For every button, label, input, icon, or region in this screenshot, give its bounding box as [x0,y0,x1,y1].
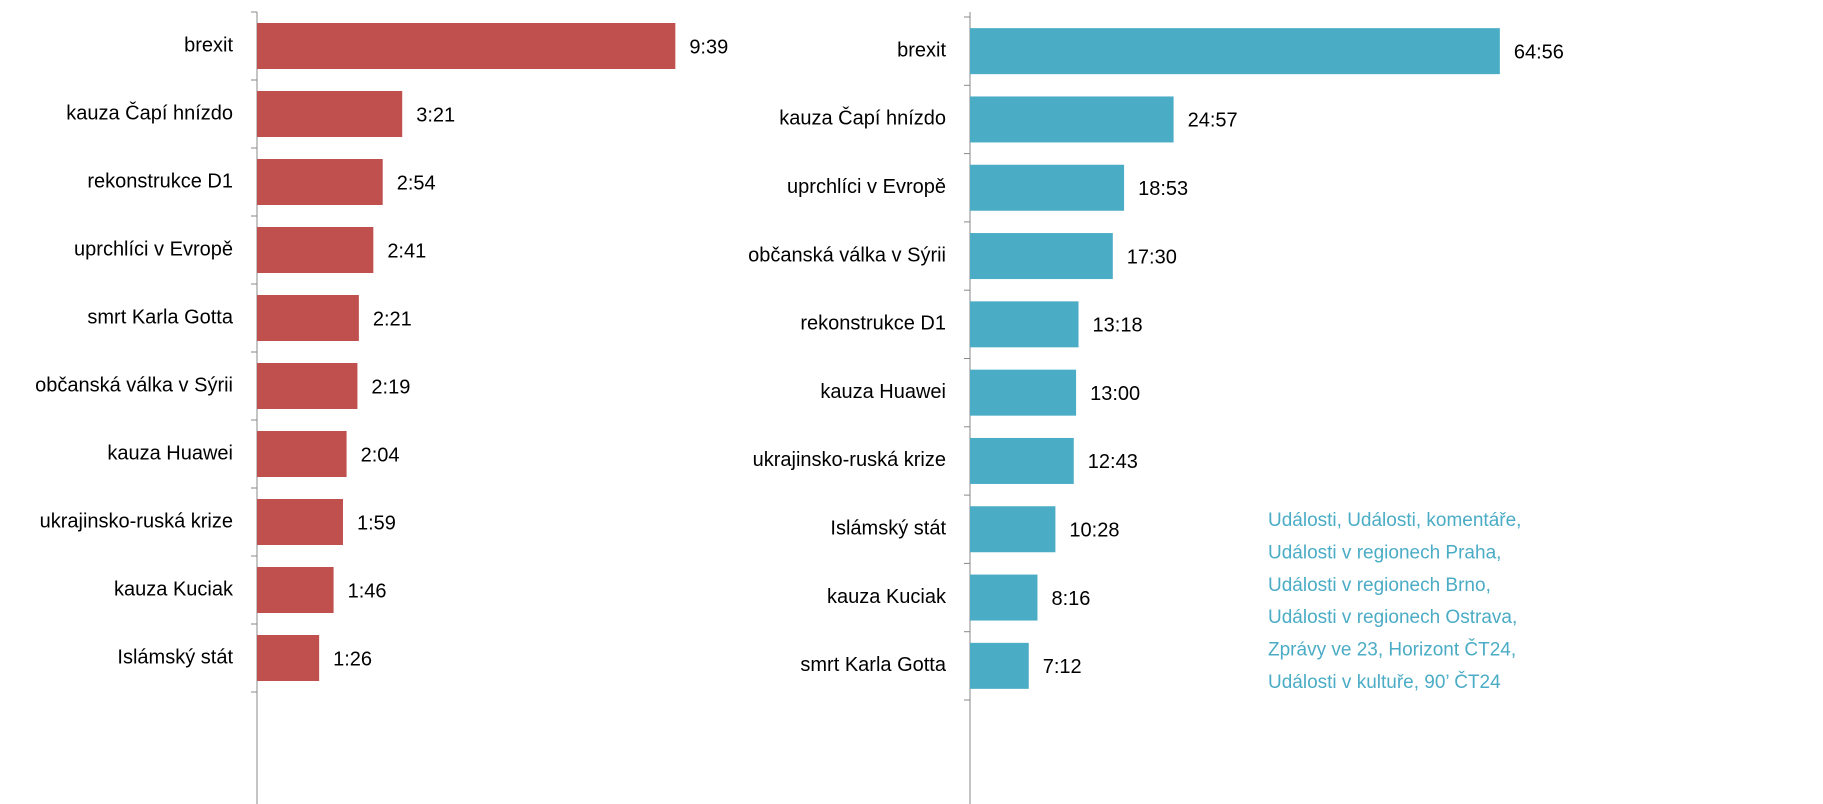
value-label: 17:30 [1127,246,1177,268]
category-label: kauza Čapí hnízdo [779,107,946,130]
value-label: 13:00 [1090,383,1140,405]
category-label: uprchlíci v Evropě [74,238,233,260]
value-label: 2:19 [371,376,410,398]
bar [257,431,347,477]
value-label: 3:21 [416,104,455,126]
category-label: kauza Huawei [820,381,946,403]
bar [970,437,1074,484]
bar [257,159,383,205]
bar [257,295,359,341]
bar [970,574,1038,621]
note-line: Zprávy ve 23, Horizont ČT24, [1268,639,1516,661]
bar [257,635,320,681]
value-label: 7:12 [1043,656,1082,678]
bar [970,96,1174,143]
category-label: rekonstrukce D1 [800,313,946,335]
note-line: Události v regionech Ostrava, [1268,607,1517,628]
bar [970,233,1113,280]
category-label: kauza Kuciak [827,586,947,608]
category-label: rekonstrukce D1 [87,170,233,192]
note-line: Události v kultuře, 90’ ČT24 [1268,671,1501,693]
value-label: 12:43 [1088,451,1138,473]
value-label: 1:46 [348,580,387,602]
category-label: kauza Huawei [107,442,233,464]
note-line: Události, Události, komentáře, [1268,510,1521,531]
bar [970,369,1077,416]
bar [257,499,343,545]
bar [970,642,1029,689]
category-label: občanská válka v Sýrii [35,374,233,396]
value-label: 10:28 [1069,520,1119,542]
value-label: 13:18 [1093,315,1143,337]
value-label: 1:59 [357,512,396,534]
category-label: uprchlíci v Evropě [787,176,946,198]
bar [970,301,1079,348]
note-line: Události v regionech Praha, [1268,542,1501,563]
bar [970,506,1056,553]
category-label: smrt Karla Gotta [87,306,233,328]
category-label: ukrajinsko-ruská krize [40,510,233,532]
value-label: 2:04 [361,444,400,466]
category-label: ukrajinsko-ruská krize [753,449,946,471]
category-label: Islámský stát [117,646,233,668]
category-label: občanská válka v Sýrii [748,244,946,266]
value-label: 1:26 [333,648,372,670]
value-label: 64:56 [1514,41,1564,63]
category-label: smrt Karla Gotta [800,654,946,676]
value-label: 2:54 [397,172,436,194]
bar [257,91,403,137]
bar [970,164,1125,211]
category-label: kauza Kuciak [114,578,234,600]
note-line: Události v regionech Brno, [1268,575,1491,596]
category-label: Islámský stát [830,518,946,540]
value-label: 9:39 [689,36,728,58]
value-label: 18:53 [1138,178,1188,200]
category-label: brexit [184,34,233,56]
value-label: 24:57 [1188,110,1238,132]
value-label: 8:16 [1051,588,1090,610]
bar [257,23,676,69]
value-label: 2:21 [373,308,412,330]
category-label: kauza Čapí hnízdo [66,101,233,124]
bar [257,363,358,409]
bar [970,28,1500,75]
bar [257,567,334,613]
value-label: 2:41 [387,240,426,262]
bar [257,227,374,273]
category-label: brexit [897,39,946,61]
